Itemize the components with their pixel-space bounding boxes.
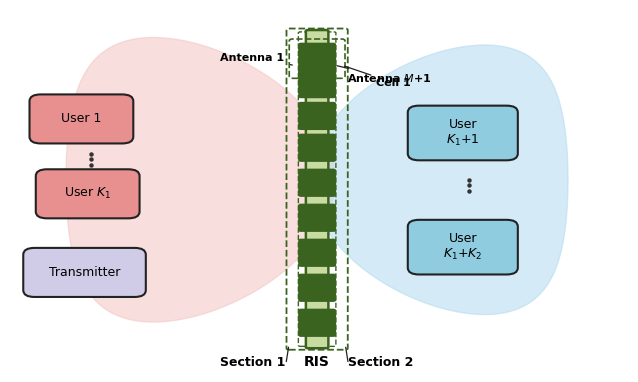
FancyBboxPatch shape bbox=[299, 170, 335, 196]
FancyBboxPatch shape bbox=[299, 44, 335, 74]
FancyBboxPatch shape bbox=[299, 103, 335, 129]
Text: Cell 1: Cell 1 bbox=[345, 66, 411, 88]
FancyBboxPatch shape bbox=[408, 220, 518, 275]
Polygon shape bbox=[312, 45, 568, 314]
Text: User
$K_1$+1: User $K_1$+1 bbox=[446, 118, 480, 148]
FancyBboxPatch shape bbox=[36, 169, 140, 219]
FancyBboxPatch shape bbox=[299, 134, 335, 161]
Polygon shape bbox=[66, 37, 335, 322]
FancyBboxPatch shape bbox=[23, 248, 146, 297]
FancyBboxPatch shape bbox=[306, 30, 329, 348]
Text: User 1: User 1 bbox=[61, 112, 101, 125]
FancyBboxPatch shape bbox=[299, 204, 335, 231]
FancyBboxPatch shape bbox=[299, 275, 335, 301]
FancyBboxPatch shape bbox=[299, 240, 335, 266]
Text: User
$K_1$+$K_2$: User $K_1$+$K_2$ bbox=[443, 232, 482, 262]
Text: Section 1: Section 1 bbox=[221, 356, 286, 369]
Text: Section 2: Section 2 bbox=[348, 356, 414, 369]
FancyBboxPatch shape bbox=[299, 309, 335, 336]
Text: Antenna $M$+1: Antenna $M$+1 bbox=[337, 66, 431, 84]
FancyBboxPatch shape bbox=[29, 94, 133, 144]
Text: Antenna 1: Antenna 1 bbox=[221, 53, 292, 65]
FancyBboxPatch shape bbox=[408, 106, 518, 160]
Text: User $K_1$: User $K_1$ bbox=[64, 186, 112, 201]
FancyBboxPatch shape bbox=[299, 71, 335, 97]
Text: RIS: RIS bbox=[304, 356, 330, 369]
Text: Transmitter: Transmitter bbox=[49, 266, 120, 279]
